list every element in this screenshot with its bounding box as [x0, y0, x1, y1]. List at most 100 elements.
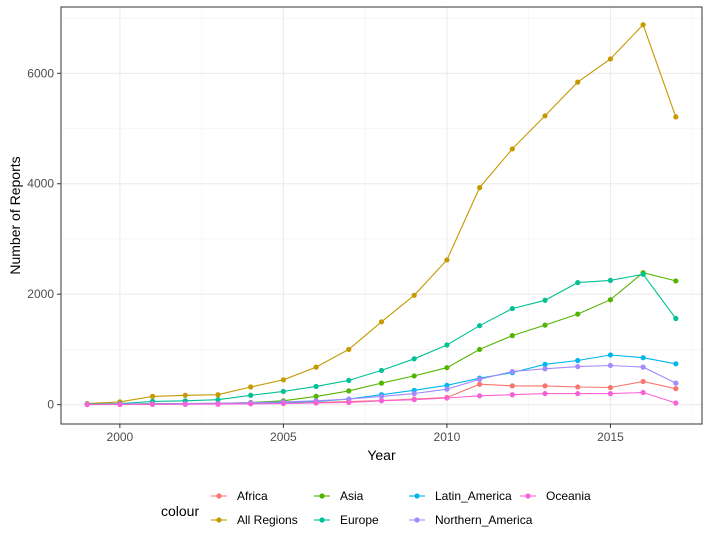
legend-label: Oceania [546, 489, 591, 503]
data-point-asia [542, 322, 548, 328]
data-point-oceania [149, 401, 156, 407]
legend-label: Latin_America [435, 489, 512, 503]
data-point-all-regions [215, 392, 221, 398]
data-point-asia [575, 311, 581, 317]
data-point-europe [215, 397, 221, 403]
y-axis-title: Number of Reports [7, 156, 23, 274]
data-point-asia [673, 278, 679, 284]
legend-label: All Regions [237, 513, 298, 527]
data-point-oceania [215, 401, 221, 407]
data-point-asia [477, 346, 483, 353]
data-point-asia [444, 365, 450, 371]
legend-label: Northern_America [435, 513, 533, 527]
data-point-all-regions [378, 319, 385, 325]
y-tick-label: 4000 [27, 177, 54, 191]
legend-item-oceania: Oceania [520, 489, 591, 503]
series-line-all-regions [87, 23, 677, 405]
data-point-oceania [542, 391, 548, 397]
data-point-asia [607, 297, 614, 303]
data-point-all-regions [346, 346, 352, 353]
data-point-europe [542, 297, 548, 303]
y-tick-label: 2000 [27, 287, 54, 301]
data-point-northern-america [444, 386, 450, 392]
data-point-oceania [248, 401, 254, 407]
data-point-northern-america [575, 363, 581, 370]
y-tick-label: 6000 [27, 66, 54, 80]
data-point-oceania [346, 399, 352, 406]
data-point-asia [313, 393, 319, 399]
axis-ticks: 0 2000 4000 6000 2000 2005 2010 2015 [27, 66, 624, 444]
data-point-europe [477, 323, 483, 329]
data-point-africa [477, 381, 483, 387]
data-point-northern-america [411, 391, 417, 397]
data-point-all-regions [607, 56, 614, 62]
data-point-oceania [411, 397, 417, 403]
data-point-latin-america [575, 357, 581, 364]
x-tick-label: 2015 [597, 430, 624, 444]
grid [61, 7, 702, 424]
data-point-all-regions [575, 79, 581, 85]
y-tick-label: 0 [47, 398, 54, 412]
legend-item-northern-america: Northern_America [409, 513, 533, 527]
data-point-europe [509, 305, 515, 312]
data-point-northern-america [607, 362, 614, 369]
legend-key-point [319, 517, 325, 523]
legend-item-africa: Africa [211, 489, 268, 503]
data-point-oceania [378, 398, 385, 404]
plot-panel-border [60, 6, 703, 425]
data-point-europe [607, 277, 614, 283]
legend-key-point [414, 493, 420, 499]
data-point-northern-america [542, 366, 548, 372]
legend-label: Europe [340, 513, 379, 527]
data-point-europe [313, 383, 319, 390]
data-point-all-regions [280, 377, 286, 383]
data-point-europe [248, 392, 254, 398]
data-point-oceania [477, 393, 483, 399]
data-point-all-regions [411, 292, 417, 298]
series-oceania [84, 389, 679, 408]
data-point-europe [346, 377, 352, 383]
data-point-europe [280, 388, 286, 395]
data-point-europe [378, 367, 385, 374]
data-point-latin-america [607, 352, 614, 358]
data-point-oceania [509, 392, 515, 398]
series-europe [84, 271, 679, 407]
data-point-all-regions [248, 384, 254, 390]
data-point-asia [509, 333, 515, 339]
data-point-all-regions [182, 392, 188, 398]
data-point-latin-america [542, 361, 548, 367]
legend-key-point [216, 493, 222, 499]
data-point-europe [640, 271, 646, 277]
data-point-asia [378, 380, 385, 386]
data-point-europe [575, 280, 581, 286]
data-point-africa [575, 384, 581, 390]
data-point-oceania [444, 395, 450, 401]
data-point-all-regions [542, 113, 548, 119]
legend-label: Asia [340, 489, 364, 503]
legend-item-all-regions: All Regions [211, 513, 298, 527]
series-asia [84, 270, 679, 407]
data-point-africa [542, 383, 548, 389]
data-point-latin-america [640, 355, 646, 361]
data-point-oceania [84, 401, 90, 408]
data-point-northern-america [477, 376, 483, 382]
legend-title: colour [161, 503, 199, 519]
data-point-all-regions [477, 185, 483, 191]
x-axis-title: Year [367, 447, 396, 463]
legend-key-point [216, 517, 222, 523]
legend-item-asia: Asia [314, 489, 364, 503]
series-group [84, 22, 679, 408]
data-point-latin-america [673, 361, 679, 367]
data-point-all-regions [673, 114, 679, 120]
data-point-northern-america [673, 380, 679, 386]
data-point-asia [411, 373, 417, 379]
x-tick-label: 2010 [434, 430, 461, 444]
x-tick-label: 2005 [270, 430, 297, 444]
legend-key-point [319, 493, 325, 499]
data-point-africa [607, 384, 614, 391]
data-point-oceania [640, 389, 646, 396]
legend-item-latin-america: Latin_America [409, 489, 512, 503]
data-point-africa [509, 383, 515, 389]
